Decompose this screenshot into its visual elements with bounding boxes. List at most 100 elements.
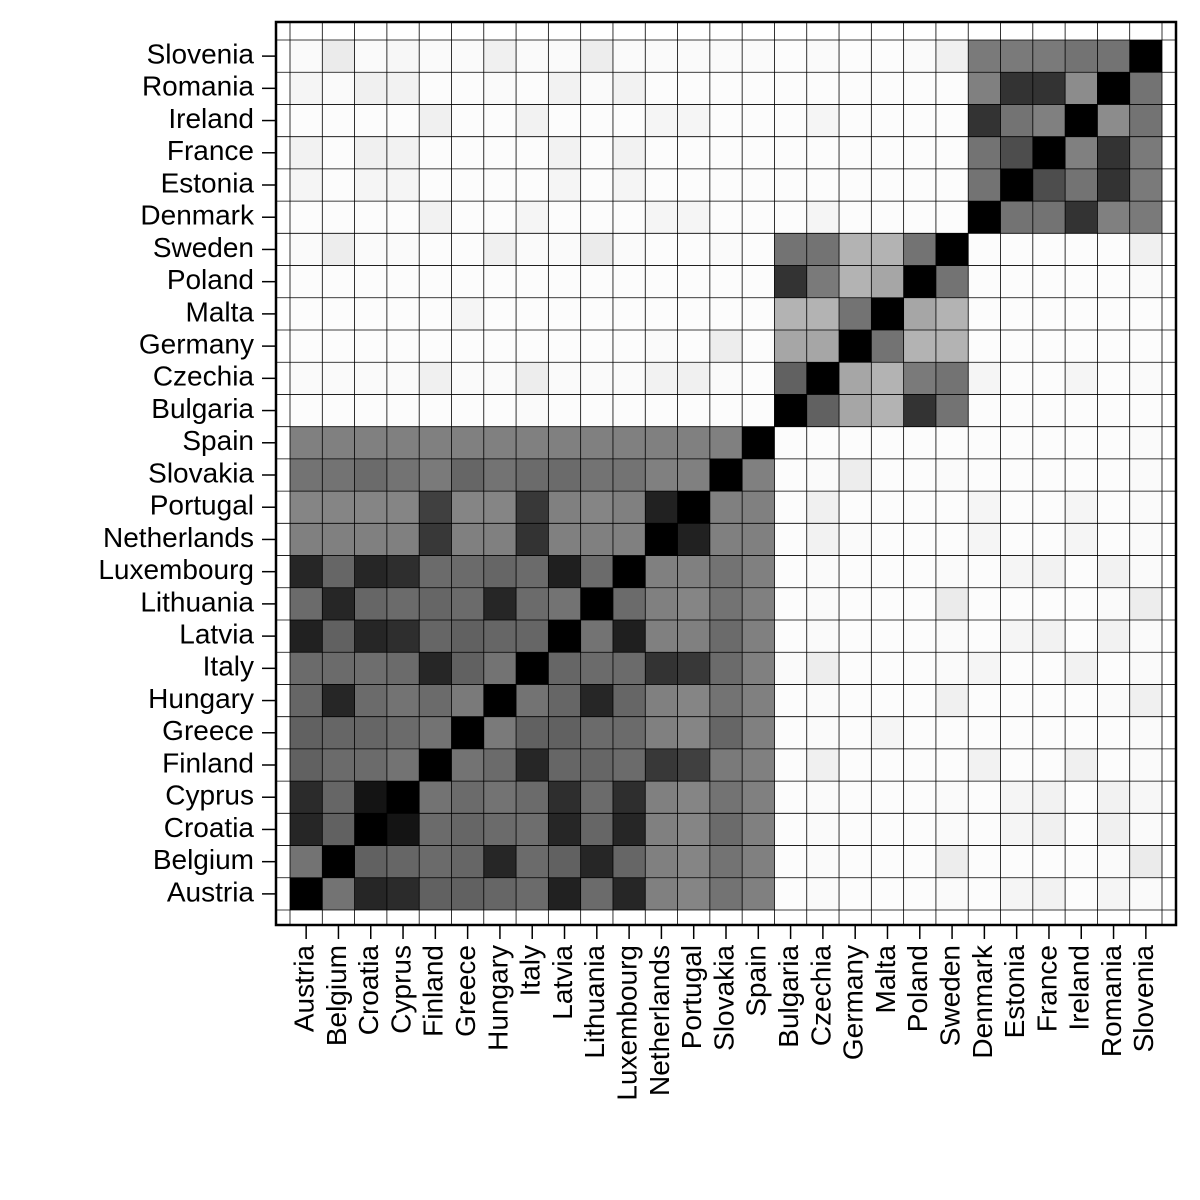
heat-cell xyxy=(935,72,969,105)
heat-cell xyxy=(935,845,969,878)
heat-cell xyxy=(645,748,678,782)
heat-cell xyxy=(612,587,646,620)
heat-cell xyxy=(483,104,517,137)
heat-cell xyxy=(354,40,387,73)
heat-cell xyxy=(1097,748,1130,782)
y-tick-label: Cyprus xyxy=(165,780,254,811)
heat-cell xyxy=(580,587,613,620)
heat-cell xyxy=(1065,458,1098,492)
heat-cell xyxy=(774,458,807,492)
heat-cell xyxy=(354,394,387,427)
heat-cell xyxy=(1097,426,1130,459)
heat-cell xyxy=(1129,362,1162,395)
heat-cell xyxy=(871,201,904,234)
heat-cell xyxy=(516,587,549,620)
heat-cell xyxy=(1000,845,1033,878)
heat-cell xyxy=(580,265,613,298)
heat-cell xyxy=(774,265,807,298)
heat-cell xyxy=(709,491,743,524)
heat-cell xyxy=(322,781,355,814)
y-tick-label: Bulgaria xyxy=(151,393,254,424)
heat-cell xyxy=(935,684,969,717)
heat-cell xyxy=(677,168,710,202)
x-tick-label: Poland xyxy=(902,945,933,1032)
heat-cell xyxy=(1032,201,1066,234)
heat-cell xyxy=(742,40,775,73)
heat-cell xyxy=(419,684,452,717)
heat-cell xyxy=(1097,845,1130,878)
heat-cell xyxy=(483,201,517,234)
heat-cell xyxy=(1065,781,1098,814)
y-tick-label: Lithuania xyxy=(140,586,254,617)
heat-cell xyxy=(451,620,484,653)
heat-cell xyxy=(871,652,904,685)
heat-cell xyxy=(612,748,646,782)
heat-cell xyxy=(935,104,969,137)
heat-cell xyxy=(935,394,969,427)
x-tick-label: Slovenia xyxy=(1128,945,1159,1053)
heat-cell xyxy=(774,684,807,717)
heat-cell xyxy=(1097,813,1130,846)
heat-cell xyxy=(839,620,872,653)
heat-cell xyxy=(290,265,323,298)
heat-cell xyxy=(322,587,355,620)
x-tick-label: Denmark xyxy=(967,944,998,1059)
heat-cell xyxy=(968,297,1001,330)
y-tick-label: France xyxy=(167,135,254,166)
heat-cell xyxy=(580,716,613,749)
heat-cell xyxy=(322,394,355,427)
heat-cell xyxy=(1065,684,1098,717)
heat-cell xyxy=(1032,555,1066,588)
heat-cell xyxy=(322,233,355,266)
heat-cell xyxy=(290,168,323,202)
heat-cell xyxy=(742,297,775,330)
heat-cell xyxy=(612,201,646,234)
heat-cell xyxy=(645,877,678,910)
heat-cell xyxy=(483,716,517,749)
heat-cell xyxy=(645,104,678,137)
heat-cell xyxy=(903,620,936,653)
heat-cell xyxy=(935,716,969,749)
heat-cell xyxy=(354,587,387,620)
heat-cell xyxy=(645,652,678,685)
heat-cell xyxy=(677,555,710,588)
y-tick-label: Estonia xyxy=(161,167,255,198)
heat-cell xyxy=(774,845,807,878)
heat-cell xyxy=(677,813,710,846)
heat-cell xyxy=(1032,104,1066,137)
heat-cell xyxy=(839,136,872,169)
heat-cell xyxy=(419,652,452,685)
heat-cell xyxy=(386,813,420,846)
heat-cell xyxy=(645,136,678,169)
heat-cell xyxy=(451,201,484,234)
heat-cell xyxy=(935,813,969,846)
heat-cell xyxy=(1032,426,1066,459)
heat-cell xyxy=(742,233,775,266)
heat-cell xyxy=(451,813,484,846)
heat-cell xyxy=(645,72,678,105)
heat-cell xyxy=(1065,426,1098,459)
heat-cell xyxy=(1000,555,1033,588)
heat-cell xyxy=(1032,813,1066,846)
heat-cell xyxy=(1065,394,1098,427)
heat-cell xyxy=(903,716,936,749)
heat-cell xyxy=(548,716,581,749)
heat-cell xyxy=(419,297,452,330)
heat-cell xyxy=(290,426,323,459)
heat-cell xyxy=(419,168,452,202)
heat-cell xyxy=(709,297,743,330)
heat-cell xyxy=(903,72,936,105)
heat-cell xyxy=(806,781,840,814)
heat-cell xyxy=(451,136,484,169)
heat-cell xyxy=(451,652,484,685)
heat-cell xyxy=(451,845,484,878)
heat-cell xyxy=(774,104,807,137)
heat-cell xyxy=(1097,168,1130,202)
heat-cell xyxy=(903,458,936,492)
heat-cell xyxy=(1097,652,1130,685)
heat-cell xyxy=(1097,104,1130,137)
heat-cell xyxy=(612,877,646,910)
y-tick-label: Italy xyxy=(203,651,254,682)
heat-cell xyxy=(290,845,323,878)
heat-cell xyxy=(968,523,1001,556)
